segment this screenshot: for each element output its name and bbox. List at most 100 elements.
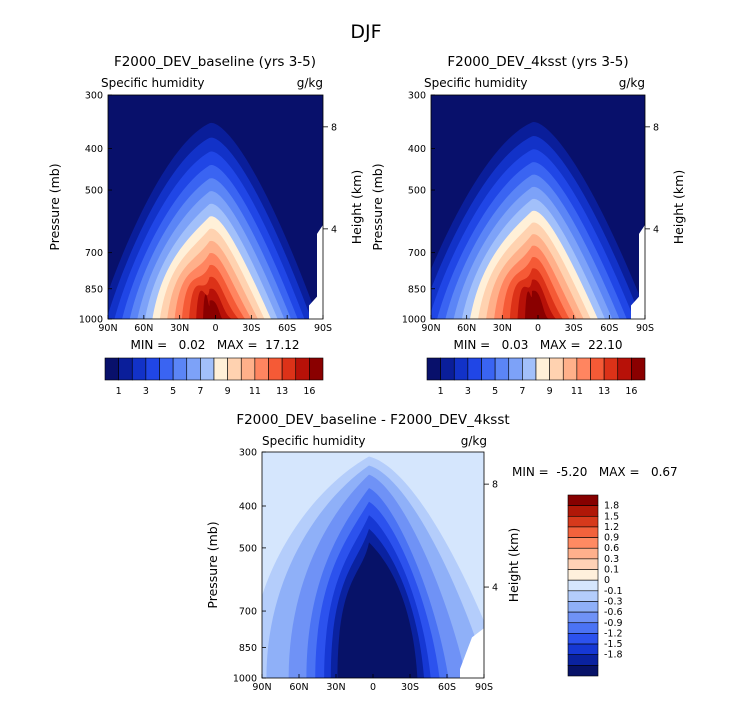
- colorbar-label: 5: [492, 386, 498, 397]
- colorbar-box: [567, 515, 599, 528]
- colorbar-label: -1.2: [604, 628, 623, 639]
- colorbar-box: [567, 526, 599, 538]
- panel-4ksst: F2000_DEV_4ksst (yrs 3-5) Specific humid…: [370, 54, 686, 397]
- variable-label: Specific humidity: [262, 434, 366, 448]
- y-axis-label: Pressure (mb): [370, 163, 385, 250]
- colorbar-label: 9: [225, 386, 231, 397]
- colorbar-box: [590, 357, 605, 381]
- y-tick-label: 400: [85, 144, 103, 155]
- colorbar-label: 16: [625, 386, 637, 397]
- colorbar-label: 9: [547, 386, 553, 397]
- units-label: g/kg: [297, 76, 323, 90]
- colorbar-label: 7: [519, 386, 525, 397]
- x-tick-label: 30S: [242, 323, 260, 334]
- colorbar-box: [508, 357, 523, 381]
- missing-data-mask: [460, 628, 484, 678]
- colorbar-box: [567, 622, 599, 634]
- colorbar-box: [522, 357, 537, 381]
- y-tick-label: 850: [85, 284, 103, 295]
- min-max-text: MIN = -5.20 MAX = 0.67: [512, 465, 678, 479]
- colorbar-box: [603, 357, 619, 381]
- units-label: g/kg: [619, 76, 645, 90]
- colorbar-box: [494, 357, 510, 381]
- colorbar-box: [562, 357, 578, 381]
- missing-data-mask: [309, 224, 323, 319]
- y-tick-label: 700: [239, 607, 257, 618]
- colorbar-box: [576, 357, 591, 381]
- colorbar-box: [159, 357, 174, 381]
- colorbar-box: [186, 357, 201, 381]
- x-tick-label: 60S: [600, 323, 618, 334]
- colorbar-label: 13: [598, 386, 610, 397]
- colorbar-box: [567, 494, 599, 506]
- y-tick-label: 500: [85, 186, 103, 197]
- variable-label: Specific humidity: [101, 76, 205, 90]
- y2-axis-label: Height (km): [506, 528, 521, 602]
- colorbar-box: [617, 357, 632, 381]
- axes: 90N 60N 30N 0 30S 60S 90S 300 400 500 700 850 1000 8 4: [79, 91, 337, 335]
- colorbar: 1 3 5 7 9 11 13 16: [426, 357, 646, 397]
- y-tick-label: 700: [85, 248, 103, 259]
- colorbar-label: 7: [197, 386, 203, 397]
- y-axis-label: Pressure (mb): [47, 163, 62, 250]
- colorbar-box: [295, 357, 310, 381]
- contour-plot: [431, 95, 645, 319]
- y2-axis-label: Height (km): [671, 170, 686, 244]
- x-tick-label: 30S: [565, 323, 583, 334]
- colorbar-label: 5: [170, 386, 176, 397]
- colorbar-box: [281, 357, 297, 381]
- y2-tick-label: 8: [492, 480, 498, 491]
- colorbar-label: 11: [249, 386, 261, 397]
- colorbar-box: [453, 357, 469, 381]
- x-tick-label: 30N: [493, 323, 512, 334]
- colorbar-box: [567, 633, 599, 645]
- y2-axis-label: Height (km): [349, 170, 364, 244]
- colorbar-label: 3: [143, 386, 149, 397]
- axes: 90N 60N 30N 0 30S 60S 90S 300 400 500 700 850 1000 8 4: [402, 91, 659, 335]
- contour-band: [203, 294, 227, 319]
- colorbar-box: [481, 357, 496, 381]
- colorbar-box: [631, 357, 646, 381]
- x-tick-label: 0: [212, 323, 218, 334]
- colorbar-label: 0.6: [604, 543, 619, 554]
- colorbar-box: [440, 357, 455, 381]
- x-tick-label: 90S: [636, 323, 654, 334]
- x-tick-label: 0: [535, 323, 541, 334]
- colorbar-box: [172, 357, 188, 381]
- x-tick-label: 30N: [170, 323, 189, 334]
- missing-data-mask: [631, 224, 645, 319]
- x-tick-label: 90S: [475, 682, 493, 693]
- y-tick-label: 500: [408, 186, 426, 197]
- colorbar-label: 0: [604, 575, 610, 586]
- colorbar-box: [145, 357, 160, 381]
- colorbar-box: [227, 357, 242, 381]
- min-max-text: MIN = 0.02 MAX = 17.12: [131, 338, 300, 352]
- colorbar-label: -1.8: [604, 650, 623, 661]
- y2-tick-label: 4: [653, 224, 659, 235]
- colorbar: 1.81.51.20.90.60.30.10-0.1-0.3-0.6-0.9-1…: [567, 494, 623, 677]
- colorbar-label: 1.5: [604, 511, 619, 522]
- colorbar-box: [309, 357, 324, 381]
- x-tick-label: 30N: [326, 682, 345, 693]
- colorbar-box: [567, 590, 599, 602]
- x-tick-label: 90N: [98, 323, 117, 334]
- y-tick-label: 1000: [79, 315, 103, 326]
- colorbar-box: [567, 537, 599, 549]
- colorbar-box: [567, 601, 599, 613]
- y-tick-label: 400: [408, 144, 426, 155]
- y-tick-label: 500: [239, 543, 257, 554]
- colorbar-label: 1: [116, 386, 122, 397]
- y-tick-label: 300: [85, 91, 103, 102]
- colorbar-label: 11: [571, 386, 583, 397]
- contour-plot: [262, 452, 484, 678]
- x-tick-label: 90N: [421, 323, 440, 334]
- colorbar-box: [254, 357, 269, 381]
- colorbar-box: [567, 558, 599, 570]
- x-tick-label: 90N: [252, 682, 271, 693]
- y2-tick-label: 8: [331, 122, 337, 133]
- colorbar-box: [567, 505, 599, 517]
- panel-title: F2000_DEV_baseline (yrs 3-5): [114, 54, 316, 70]
- colorbar-box: [200, 357, 215, 381]
- min-max-text: MIN = 0.03 MAX = 22.10: [454, 338, 623, 352]
